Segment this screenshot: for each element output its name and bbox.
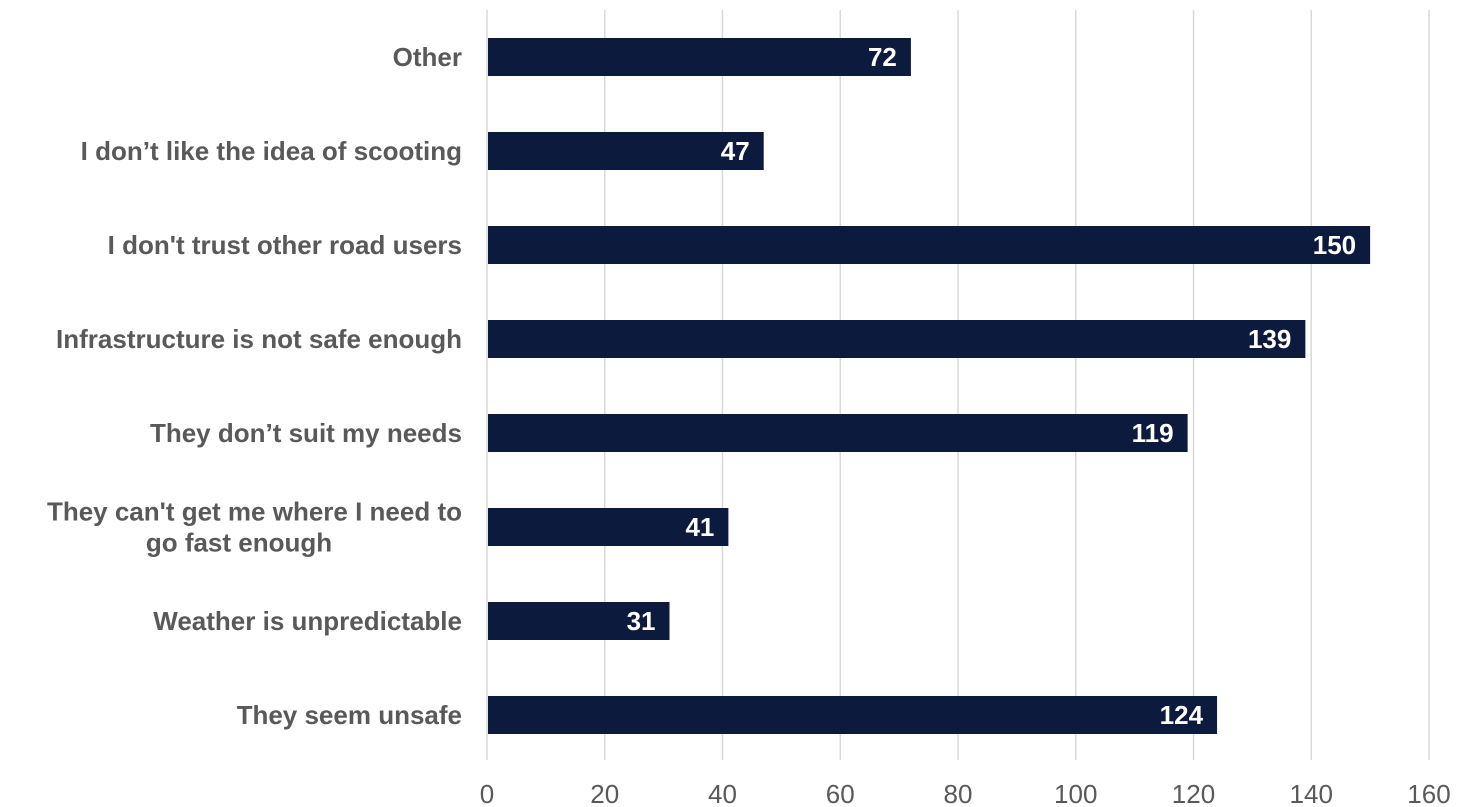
bar-5	[488, 508, 729, 546]
bar-0	[488, 38, 911, 76]
category-label-1: I don’t like the idea of scooting	[81, 136, 462, 166]
x-tick-label-100: 100	[1054, 779, 1097, 807]
data-label-4: 119	[1132, 418, 1174, 448]
bar-4	[488, 414, 1188, 452]
bar-7	[488, 696, 1218, 734]
x-axis-tick-labels: 0 20 40 60 80 100 120 140 160	[480, 779, 1451, 807]
x-tick-label-20: 20	[590, 779, 619, 807]
data-label-5: 41	[685, 512, 714, 542]
data-label-3: 139	[1248, 324, 1291, 354]
category-label-3: Infrastructure is not safe enough	[56, 324, 462, 354]
x-tick-label-60: 60	[826, 779, 855, 807]
bar-3	[488, 320, 1306, 358]
data-label-0: 72	[868, 42, 897, 72]
x-tick-label-40: 40	[708, 779, 737, 807]
category-label-2: I don't trust other road users	[108, 230, 462, 260]
data-label-1: 47	[721, 136, 750, 166]
data-label-2: 150	[1313, 230, 1356, 260]
category-label-4: They don’t suit my needs	[150, 418, 462, 448]
category-label-7: They seem unsafe	[237, 700, 462, 730]
gridlines	[486, 10, 1430, 760]
data-label-6: 31	[627, 606, 656, 636]
bar-2	[488, 226, 1371, 264]
x-tick-label-140: 140	[1290, 779, 1333, 807]
x-tick-label-0: 0	[480, 779, 494, 807]
category-labels: Other I don’t like the idea of scooting I …	[47, 42, 462, 730]
x-tick-label-80: 80	[944, 779, 973, 807]
bar-1	[488, 132, 764, 170]
bar-6	[488, 602, 670, 640]
x-tick-label-160: 160	[1407, 779, 1450, 807]
category-label-6: Weather is unpredictable	[153, 606, 462, 636]
data-label-7: 124	[1160, 700, 1204, 730]
x-tick-label-120: 120	[1172, 779, 1215, 807]
category-label-0: Other	[393, 42, 462, 72]
category-label-5: They can't get me where I need to go fast…	[47, 497, 462, 558]
bars: 72 47 150 139 119 41 31 124	[488, 38, 1371, 734]
